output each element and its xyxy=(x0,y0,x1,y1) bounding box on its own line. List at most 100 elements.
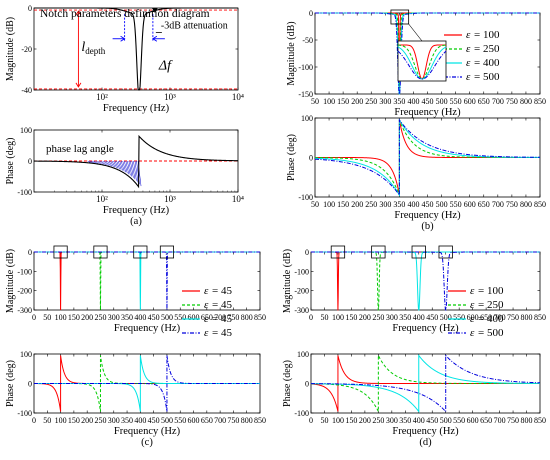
notch-magnitude-curve xyxy=(34,7,238,91)
x-tick-label: 350 xyxy=(399,416,411,425)
plot-c-phase: 0 50 100 150 200 250 300 350 400 450 500 550 600 650 7… xyxy=(5,350,266,448)
hatch-line xyxy=(119,160,123,171)
x-tick-label: 750 xyxy=(227,416,239,425)
panel-label: (c) xyxy=(141,437,153,448)
y-tick-label: -50 xyxy=(302,36,313,45)
legend-symbol: ε xyxy=(466,71,471,83)
x-tick-label: 850 xyxy=(534,200,546,209)
y-axis-label: Phase (deg) xyxy=(282,360,293,407)
y-axis-label: Magnitude (dB) xyxy=(5,249,16,313)
y-tick-label: -100 xyxy=(294,409,309,418)
x-tick-label: 450 xyxy=(426,313,438,322)
hatch-line xyxy=(98,160,102,165)
x-tick-label: 50 xyxy=(43,313,51,322)
legend-label-0: = 45 xyxy=(212,285,232,297)
x-axis-label: Frequency (Hz) xyxy=(103,103,170,114)
zoom-box-1 xyxy=(371,245,386,259)
x-tick-label: 200 xyxy=(81,416,93,425)
zoom-box-2 xyxy=(133,245,148,259)
hatch-line xyxy=(116,160,120,170)
x-tick-label: 150 xyxy=(345,313,357,322)
attenuation-label: -3dB attenuation xyxy=(161,21,228,32)
arrow-head xyxy=(75,82,82,88)
x-tick-label: 100 xyxy=(323,200,335,209)
phase-lag-label: phase lag angle xyxy=(46,143,114,155)
hatch-line xyxy=(95,160,99,164)
y-tick-label: -100 xyxy=(17,267,32,276)
y-tick-label: -150 xyxy=(298,90,313,99)
x-tick-label: 500 xyxy=(161,313,173,322)
y-tick-label: 0 xyxy=(309,154,313,163)
x-tick-label: 300 xyxy=(379,97,391,106)
x-tick-label: 600 xyxy=(464,97,476,106)
hatch-line xyxy=(113,160,117,169)
x-tick-label: 600 xyxy=(467,313,479,322)
y-tick-label: 100 xyxy=(20,126,32,135)
hatch-line xyxy=(107,160,111,167)
x-tick-label: 0 xyxy=(309,416,313,425)
x-tick-label: 10⁴ xyxy=(232,92,244,102)
x-tick-label: 100 xyxy=(323,97,335,106)
x-tick-label: 250 xyxy=(94,313,106,322)
x-tick-label: 550 xyxy=(174,313,186,322)
y-tick-label: 0 xyxy=(28,248,32,257)
y-tick-label: -100 xyxy=(17,188,32,197)
x-axis-label: Frequency (Hz) xyxy=(114,426,181,437)
x-tick-label: 250 xyxy=(372,416,384,425)
x-tick-label: 10³ xyxy=(164,194,176,204)
x-tick-label: 450 xyxy=(148,313,160,322)
x-tick-label: 50 xyxy=(311,200,319,209)
hatch-line xyxy=(131,160,136,180)
zoom-box-3 xyxy=(159,245,174,259)
legend-label-2: = 45 xyxy=(212,313,232,325)
x-tick-label: 400 xyxy=(413,313,425,322)
y-axis-label: Magnitude (dB) xyxy=(286,21,297,85)
y-axis-label: Phase (deg) xyxy=(5,138,16,185)
x-tick-label: 150 xyxy=(68,416,80,425)
plot-d-phase: 0 50 100 150 200 250 300 350 400 450 500 550 600 650 7… xyxy=(282,350,546,448)
x-tick-label: 400 xyxy=(407,200,419,209)
zoom-box-1 xyxy=(93,245,108,259)
x-tick-label: 10² xyxy=(96,92,108,102)
x-tick-label: 600 xyxy=(464,200,476,209)
inset xyxy=(397,40,447,82)
legend-label-1: = 45 xyxy=(212,299,232,311)
x-axis-label: Frequency (Hz) xyxy=(392,426,459,437)
legend-symbol: ε xyxy=(466,43,471,55)
chart-title: Notch parameters definition diagram xyxy=(40,8,210,20)
x-tick-label: 700 xyxy=(214,313,226,322)
legend-label-1: = 250 xyxy=(478,299,504,311)
legend-label-1: = 250 xyxy=(474,43,500,55)
y-tick-label: 0 xyxy=(28,380,32,389)
hatch-line xyxy=(114,160,119,169)
arrow-head xyxy=(152,35,158,42)
hatch-line xyxy=(90,160,94,164)
plot-a-mag: 10² 10³ 10⁴ -40 -20 0 Frequency (Hz) Magnitude … xyxy=(5,4,244,114)
x-tick-label: 100 xyxy=(55,416,67,425)
legend-symbol: ε xyxy=(470,313,475,325)
series-line-3 xyxy=(315,12,540,95)
legend-label-2: = 400 xyxy=(478,313,504,325)
x-tick-label: 750 xyxy=(507,416,519,425)
inset-curve-1 xyxy=(397,44,447,80)
x-tick-label: 0 xyxy=(32,313,36,322)
x-axis-label: Frequency (Hz) xyxy=(394,210,461,221)
legend-label-0: = 100 xyxy=(474,29,500,41)
x-tick-label: 700 xyxy=(492,97,504,106)
x-tick-label: 750 xyxy=(506,97,518,106)
legend-symbol: ε xyxy=(204,299,209,311)
legend-symbol: ε xyxy=(204,313,209,325)
y-tick-label: -300 xyxy=(294,306,309,315)
x-tick-label: 350 xyxy=(399,313,411,322)
x-tick-label: 550 xyxy=(453,416,465,425)
x-tick-label: 550 xyxy=(450,200,462,209)
legend-symbol: ε xyxy=(470,299,475,311)
hatch-line xyxy=(102,160,107,166)
x-tick-label: 250 xyxy=(372,313,384,322)
x-tick-label: 850 xyxy=(534,97,546,106)
arrow-head xyxy=(120,35,126,42)
y-tick-label: 100 xyxy=(297,350,309,359)
legend-label-3: = 500 xyxy=(474,71,500,83)
